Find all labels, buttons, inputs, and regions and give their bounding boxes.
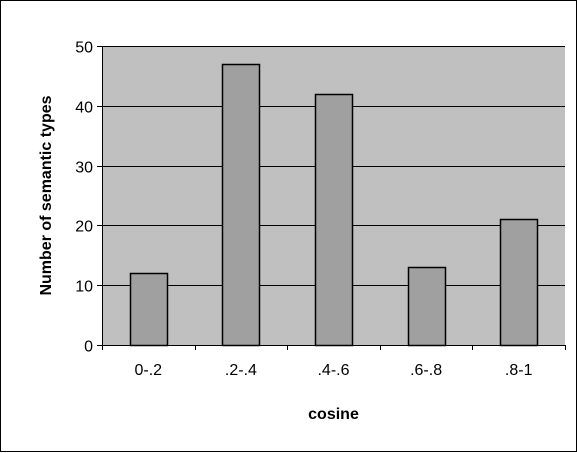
x-tick-label: .2-.4 [225, 362, 257, 379]
x-tick-label: .6-.8 [410, 362, 442, 379]
bar [221, 63, 261, 347]
y-tick-label: 20 [75, 219, 93, 236]
y-tick-label: 50 [75, 40, 93, 57]
y-tick-label: 30 [75, 160, 93, 177]
x-tick-label: .4-.6 [317, 362, 349, 379]
plot-area [97, 46, 566, 350]
bar [129, 272, 169, 347]
y-tick-label: 10 [75, 279, 93, 296]
x-axis-tick-labels: 0-.2 .2-.4 .4-.6 .6-.8 .8-1 [135, 362, 533, 379]
x-axis-title: cosine [308, 406, 359, 423]
x-tick-label: 0-.2 [135, 362, 163, 379]
y-axis-tick-labels: 0 10 20 30 40 50 [75, 40, 93, 356]
bar [407, 266, 447, 347]
y-tick-label: 40 [75, 100, 93, 117]
y-tick-label: 0 [84, 339, 93, 356]
x-tick-label: .8-1 [505, 362, 533, 379]
bar [314, 93, 354, 347]
y-axis-title: Number of semantic types [38, 95, 55, 295]
bar [499, 218, 539, 347]
